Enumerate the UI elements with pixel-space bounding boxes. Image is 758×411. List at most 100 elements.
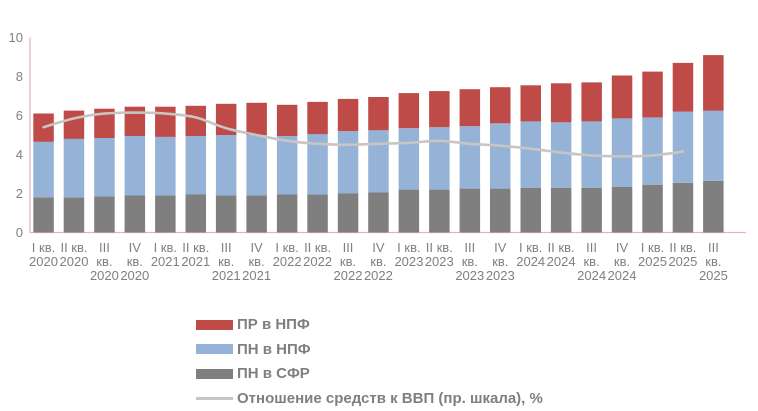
bar-segment: [33, 197, 54, 233]
bar-segment: [459, 126, 481, 189]
bar-segment: [398, 189, 420, 233]
bar-segment: [368, 97, 389, 131]
bar-segment: [185, 105, 206, 136]
bar-segment: [337, 193, 359, 233]
x-axis-tick-label: I кв. 2022: [273, 240, 302, 269]
x-axis-tick-label: I кв. 2020: [29, 240, 58, 269]
bar-segment: [520, 85, 541, 122]
legend-item-gdp-ratio-line: Отношение средств к ВВП (пр. шкала), %: [196, 388, 543, 409]
bar-segment: [63, 110, 85, 139]
x-axis-tick-label: IV кв. 2020: [120, 240, 149, 283]
bar-segment: [642, 184, 663, 233]
bar-segment: [215, 135, 237, 196]
bar-segment: [246, 102, 267, 135]
bar-segment: [550, 83, 572, 123]
bar-segment: [520, 187, 541, 233]
legend-item-pn-sfr: ПН в СФР: [196, 363, 543, 384]
gdp-ratio-line: [42, 111, 685, 158]
x-axis-tick-label: IV кв. 2021: [242, 240, 271, 283]
x-axis-tick-label: II кв. 2022: [303, 240, 332, 269]
bar-segment: [185, 194, 206, 233]
legend-label-gdp-ratio-line: Отношение средств к ВВП (пр. шкала), %: [237, 389, 543, 407]
bar-segment: [155, 106, 176, 137]
bar-segment: [155, 195, 176, 233]
bar-segment: [550, 122, 572, 188]
x-axis-tick-label: II кв. 2020: [60, 240, 89, 269]
bar-segment: [703, 180, 724, 233]
legend-swatch-pn-sfr-icon: [196, 368, 233, 379]
bar-segment: [520, 121, 541, 188]
bar-segment: [63, 197, 85, 233]
bar-segment: [307, 101, 328, 135]
x-axis-tick-label: III кв. 2024: [577, 240, 606, 283]
bar-segment: [642, 71, 663, 118]
bar-segment: [185, 136, 206, 195]
legend-item-pr-npf: ПР в НПФ: [196, 314, 543, 335]
x-axis-tick-label: III кв. 2023: [455, 240, 484, 283]
bar-segment: [307, 134, 328, 195]
bar-segment: [429, 189, 450, 233]
bar-segment: [246, 135, 267, 196]
x-axis-tick-label: I кв. 2025: [638, 240, 667, 269]
bar-segment: [337, 131, 359, 194]
bar-segment: [124, 106, 146, 136]
bar-segment: [672, 62, 694, 112]
x-axis-tick-label: II кв. 2025: [668, 240, 697, 269]
bar-segment: [429, 91, 450, 128]
bar-segment: [246, 195, 267, 233]
bar-segment: [124, 195, 146, 233]
y-axis-tick-label: 4: [16, 147, 23, 162]
bar-segment: [490, 123, 511, 189]
bar-segment: [124, 136, 146, 196]
x-axis-tick-label: IV кв. 2024: [608, 240, 637, 283]
y-axis-tick-label: 6: [16, 108, 23, 123]
bar-segment: [215, 195, 237, 233]
bar-segment: [276, 194, 298, 233]
bar-segment: [581, 82, 602, 122]
x-axis-tick-label: IV кв. 2022: [364, 240, 393, 283]
bar-segment: [672, 182, 694, 233]
bar-segment: [703, 55, 724, 111]
bar-segment: [368, 192, 389, 233]
bar-segment: [459, 89, 481, 127]
bar-segment: [611, 186, 633, 233]
x-axis-tick-label: III кв. 2022: [334, 240, 363, 283]
legend-label-pr-npf: ПР в НПФ: [237, 316, 310, 333]
x-axis-tick-label: II кв. 2023: [425, 240, 454, 269]
bar-segment: [642, 117, 663, 185]
x-axis-tick-label: II кв. 2024: [547, 240, 576, 269]
bar-segment: [490, 87, 511, 124]
x-axis-tick-label: I кв. 2023: [394, 240, 423, 269]
bar-segment: [276, 136, 298, 195]
bar-segment: [581, 187, 602, 233]
bar-segment: [155, 136, 176, 196]
legend-swatch-pn-npf-icon: [196, 344, 233, 354]
bar-segment: [611, 118, 633, 187]
bar-segment: [672, 111, 694, 183]
x-axis-tick-label: III кв. 2020: [90, 240, 119, 283]
bar-segment: [398, 93, 420, 129]
x-axis-tick-label: III кв. 2025: [699, 240, 728, 283]
x-axis-tick-label: III кв. 2021: [212, 240, 241, 283]
bar-segment: [490, 188, 511, 233]
bar-segment: [94, 196, 115, 233]
bar-segment: [63, 138, 85, 198]
x-axis-tick-label: I кв. 2021: [151, 240, 180, 269]
bar-segment: [33, 141, 54, 198]
y-axis-tick-label: 0: [16, 225, 23, 240]
bar-segment: [94, 108, 115, 138]
bar-segment: [550, 187, 572, 233]
legend-label-pn-npf: ПН в НПФ: [237, 340, 311, 358]
bar-segment: [368, 130, 389, 193]
bar-segment: [611, 75, 633, 119]
chart-legend: ПР в НПФ ПН в НПФ ПН в СФР Отношение сре…: [196, 314, 543, 411]
bar-segment: [398, 128, 420, 190]
legend-swatch-pr-npf-icon: [196, 319, 233, 330]
y-axis-tick-label: 8: [16, 69, 23, 84]
bar-segment: [703, 110, 724, 181]
legend-swatch-gdp-ratio-line-icon: [196, 396, 233, 400]
bar-segment: [429, 127, 450, 190]
bar-segment: [94, 137, 115, 197]
